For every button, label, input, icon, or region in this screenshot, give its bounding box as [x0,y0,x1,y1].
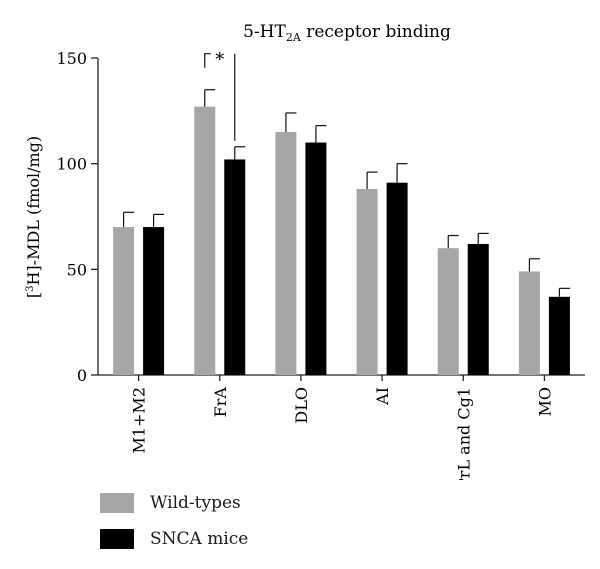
bar [224,159,246,375]
y-tick-label: 150 [56,49,87,68]
bar [386,182,408,375]
x-tick-label: AI [373,387,392,406]
legend-item-wild-types: Wild-types [100,492,248,514]
legend: Wild-types SNCA mice [100,492,248,564]
chart-title-subscript: 2A [286,31,302,44]
bar [305,142,327,375]
y-axis-label-superscript: 3 [25,286,36,292]
y-axis-label-suffix: H]-MDL (fmol/mg) [24,136,43,286]
significance-star: * [215,50,224,71]
bar [113,227,135,375]
legend-label-wild-types: Wild-types [150,493,241,513]
bar [518,271,540,375]
legend-swatch-wild-types [100,493,134,513]
bar [143,227,165,375]
plot-area: 0 50 100 150 M1+M2 FrA DLO AI PrL and Cg1 MO * [56,49,585,480]
bar [194,106,216,376]
x-tick-label: MO [535,387,554,417]
legend-item-snca-mice: SNCA mice [100,528,248,550]
chart: 5-HT2A receptor binding [3H]-MDL (fmol/m… [24,22,585,480]
legend-label-snca-mice: SNCA mice [150,529,249,549]
significance-bracket-left [204,53,211,68]
chart-title: 5-HT2A receptor binding [243,22,451,44]
y-tick-label: 0 [77,366,87,385]
x-tick-label: PrL and Cg1 [454,387,473,480]
y-axis-label: [3H]-MDL (fmol/mg) [24,136,43,298]
bar [356,189,378,375]
y-tick-label: 50 [67,260,87,279]
chart-title-suffix: receptor binding [301,22,451,42]
y-tick-label: 100 [56,155,87,174]
x-tick-label: M1+M2 [130,387,149,454]
bar [275,131,297,375]
x-tick-label: DLO [292,387,311,424]
bar [548,296,570,375]
bar [467,243,489,375]
legend-swatch-snca-mice [100,529,134,549]
x-tick-label: FrA [211,387,230,418]
bar [437,248,459,375]
